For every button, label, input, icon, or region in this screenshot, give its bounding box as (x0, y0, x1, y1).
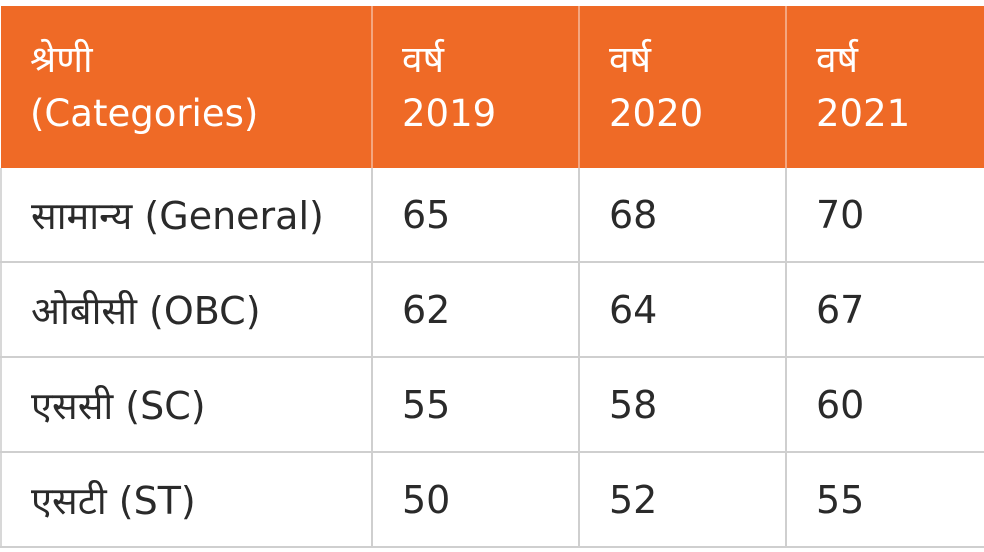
data-table: श्रेणी (Categories) वर्ष 2019 वर्ष 2020 … (0, 6, 984, 548)
header-year-word: वर्ष (609, 38, 651, 81)
cell-value: 52 (578, 452, 787, 548)
cell-value: 60 (785, 357, 984, 453)
cell-value: 50 (371, 452, 580, 548)
header-year-2019: वर्ष 2019 (371, 6, 579, 168)
header-year-number: 2020 (609, 92, 704, 135)
table-row: एसटी (ST) 50 52 55 (0, 452, 984, 548)
header-year-2020: वर्ष 2020 (578, 6, 786, 168)
cell-value: 62 (371, 262, 580, 358)
category-year-table: श्रेणी (Categories) वर्ष 2019 वर्ष 2020 … (0, 6, 984, 552)
cell-value: 64 (578, 262, 787, 358)
row-label: एसटी (ST) (0, 452, 373, 548)
cell-value: 65 (371, 168, 580, 263)
cell-value: 55 (371, 357, 580, 453)
cell-value: 55 (785, 452, 984, 548)
header-category: श्रेणी (Categories) (1, 6, 372, 168)
cell-value: 67 (785, 262, 984, 358)
cell-value: 70 (785, 168, 984, 263)
row-label: एससी (SC) (0, 357, 373, 453)
table-row: एससी (SC) 55 58 60 (0, 357, 984, 453)
table-body: सामान्य (General) 65 68 70 ओबीसी (OBC) 6… (0, 168, 984, 548)
row-label: ओबीसी (OBC) (0, 262, 373, 358)
header-category-english: (Categories) (30, 92, 259, 135)
cell-value: 68 (578, 168, 787, 263)
header-year-word: वर्ष (402, 38, 444, 81)
table-row: ओबीसी (OBC) 62 64 67 (0, 262, 984, 358)
table-header: श्रेणी (Categories) वर्ष 2019 वर्ष 2020 … (1, 6, 984, 168)
header-year-2021: वर्ष 2021 (785, 6, 984, 168)
header-year-number: 2019 (402, 92, 497, 135)
cell-value: 58 (578, 357, 787, 453)
table-row: सामान्य (General) 65 68 70 (0, 168, 984, 263)
header-year-number: 2021 (816, 92, 911, 135)
header-year-word: वर्ष (816, 38, 858, 81)
row-label: सामान्य (General) (0, 168, 373, 263)
header-category-hindi: श्रेणी (30, 38, 93, 81)
header-row: श्रेणी (Categories) वर्ष 2019 वर्ष 2020 … (1, 6, 984, 168)
